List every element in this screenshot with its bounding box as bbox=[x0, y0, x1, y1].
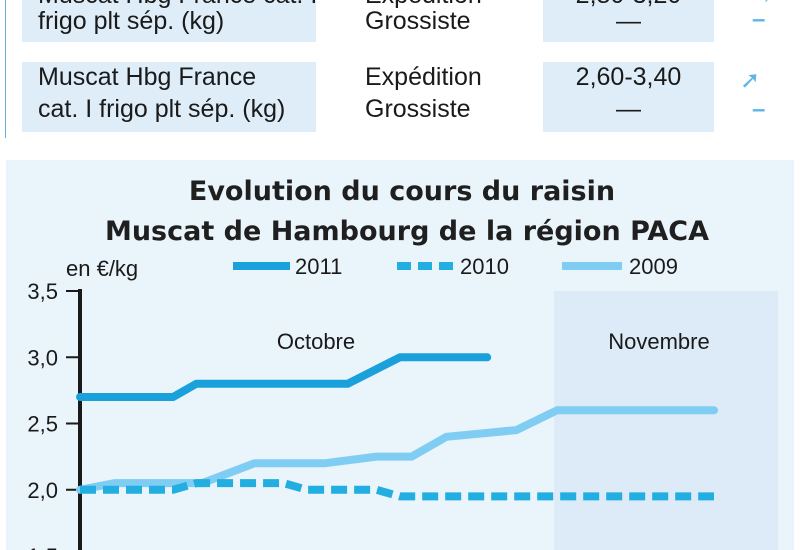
legend-label-2010: 2010 bbox=[460, 254, 509, 279]
row2-product-line1: Muscat Hbg France bbox=[38, 63, 257, 91]
series-line-2010 bbox=[80, 479, 714, 501]
row2-price-cell bbox=[543, 62, 714, 132]
legend-label-2009: 2009 bbox=[629, 254, 678, 279]
row2-product-cell bbox=[22, 62, 316, 132]
y-tick-label: 2,0 bbox=[27, 478, 58, 503]
y-tick-label: 3,0 bbox=[27, 345, 58, 370]
row1-product-line1: Muscat Hbg France cat. I bbox=[38, 0, 317, 11]
series-line-2011 bbox=[76, 353, 492, 401]
row1-stage-line2: Grossiste bbox=[365, 7, 471, 35]
y-axis-unit-label: en €/kg bbox=[66, 256, 138, 281]
y-axis: 3,5 3,0 2,5 2,0 1,5 bbox=[27, 279, 82, 550]
chart-title: Evolution du cours du raisin bbox=[189, 176, 615, 207]
legend-label-2011: 2011 bbox=[295, 254, 342, 279]
row2-stage-line2: Grossiste bbox=[365, 95, 471, 123]
row1-price-line1: 2,80-3,20 bbox=[543, 0, 714, 11]
row1-price-cell bbox=[543, 0, 714, 42]
row1-stage-line1: Expédition bbox=[365, 0, 482, 11]
row2-trend-flat-icon: – bbox=[752, 96, 766, 123]
november-shaded-band bbox=[554, 291, 778, 550]
period-label-novembre: Novembre bbox=[608, 329, 709, 354]
series-line-2009 bbox=[76, 406, 718, 494]
period-labels: Octobre Novembre bbox=[277, 329, 710, 354]
y-tick-label: 2,5 bbox=[27, 412, 58, 437]
chart-subtitle: Muscat de Hambourg de la région PACA bbox=[105, 216, 709, 247]
legend: 2011 2010 2009 bbox=[233, 254, 678, 279]
row1-price-line2: — bbox=[616, 7, 641, 35]
y-tick-label: 3,5 bbox=[27, 279, 58, 304]
row1-trend-flat-icon: – bbox=[752, 6, 766, 33]
row1-trend-arrow-icon: → bbox=[750, 0, 774, 10]
row2-product-line2: cat. I frigo plt sép. (kg) bbox=[38, 95, 286, 123]
y-tick-label: 1,5 bbox=[27, 544, 58, 550]
row2-price-line1: 2,60-3,40 bbox=[575, 63, 682, 91]
price-table: Muscat Hbg France cat. I frigo plt sép. … bbox=[0, 0, 800, 140]
table-left-rule bbox=[5, 0, 6, 138]
period-label-octobre: Octobre bbox=[277, 329, 355, 354]
series-layer bbox=[76, 353, 718, 501]
row1-product-line2: frigo plt sép. (kg) bbox=[38, 7, 225, 35]
row2-price-line2: — bbox=[616, 95, 641, 123]
row2-trend-up-arrow-icon: ➚ bbox=[740, 67, 761, 94]
row1-product-cell bbox=[22, 0, 316, 42]
row2-stage-line1: Expédition bbox=[365, 63, 482, 91]
